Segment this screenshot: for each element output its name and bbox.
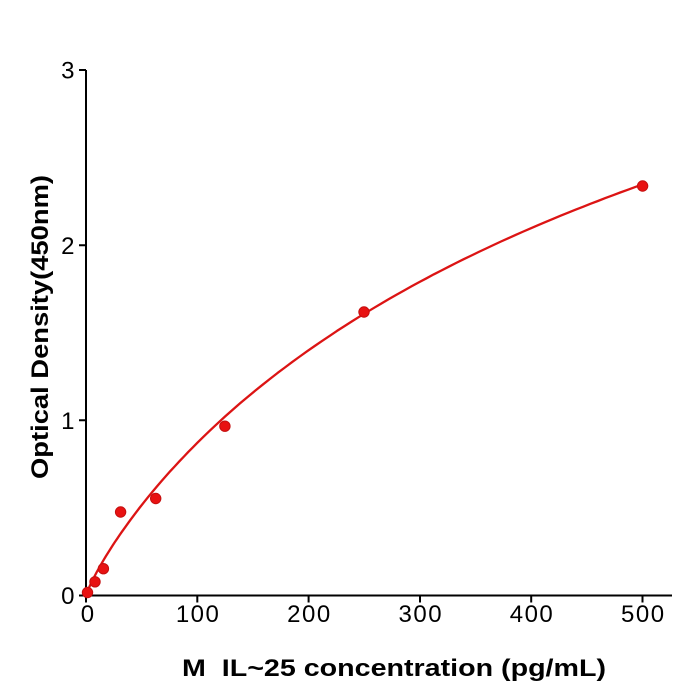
svg-text:0: 0 — [61, 583, 74, 610]
svg-text:1: 1 — [61, 408, 74, 435]
svg-text:Optical Density(450nm): Optical Density(450nm) — [27, 175, 54, 479]
svg-text:2: 2 — [61, 233, 74, 260]
svg-text:0: 0 — [81, 601, 94, 628]
svg-text:300: 300 — [399, 601, 444, 628]
svg-text:M IL~25 concentration (pg/mL): M IL~25 concentration (pg/mL) — [182, 655, 606, 682]
svg-text:100: 100 — [176, 601, 221, 628]
svg-text:3: 3 — [61, 58, 74, 85]
svg-text:400: 400 — [510, 601, 555, 628]
svg-text:200: 200 — [287, 601, 332, 628]
svg-text:500: 500 — [621, 601, 666, 628]
